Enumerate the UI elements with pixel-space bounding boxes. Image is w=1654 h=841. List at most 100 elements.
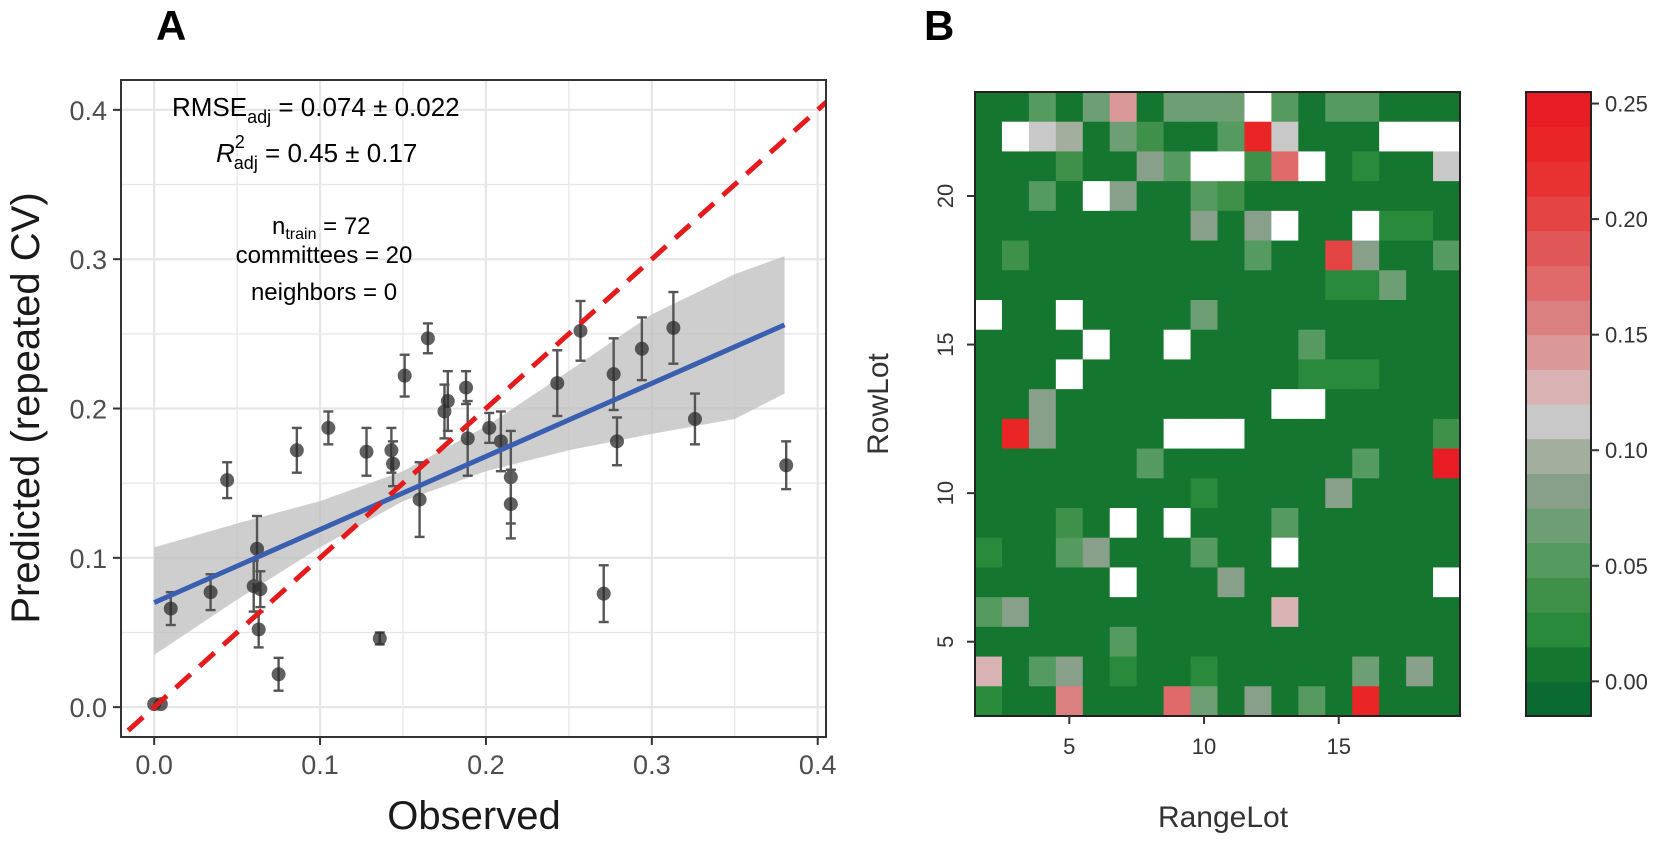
r2-label: R xyxy=(216,138,235,168)
y-tick-label: 0.1 xyxy=(69,544,107,574)
heatmap-cell xyxy=(1244,121,1272,152)
point-marker xyxy=(386,456,401,471)
heatmap-cell xyxy=(975,92,1003,123)
heatmap-cell xyxy=(1055,300,1084,331)
heatmap-cell xyxy=(1298,686,1326,717)
heatmap-cell xyxy=(975,537,1003,568)
heatmap-cell xyxy=(1109,389,1138,420)
heatmap-cell xyxy=(1244,567,1272,598)
heatmap-cell xyxy=(975,418,1003,450)
neighbors-annotation: neighbors = 0 xyxy=(251,279,397,306)
heatmap-cell xyxy=(1352,418,1380,450)
heatmap-cell xyxy=(1352,181,1380,212)
heatmap-cell xyxy=(1001,626,1030,658)
heatmap-cell xyxy=(1109,92,1138,123)
data-point xyxy=(253,570,268,609)
heatmap-cell xyxy=(1325,359,1353,390)
data-point xyxy=(440,369,455,433)
heatmap-cell xyxy=(1325,270,1353,301)
r2-superscript: 2 xyxy=(235,132,245,152)
heatmap-cell xyxy=(1379,686,1407,717)
colorbar-frame xyxy=(1525,91,1592,717)
heatmap-cell xyxy=(1001,359,1030,390)
heatmap-cell xyxy=(1379,210,1407,242)
y-tick-label: 0.0 xyxy=(69,693,107,723)
colorbar-swatch xyxy=(1526,612,1591,648)
heatmap-cell xyxy=(1217,597,1245,628)
heatmap-cell xyxy=(1055,626,1084,658)
heatmap-cell xyxy=(1136,656,1165,687)
rmse-value: = 0.074 ± 0.022 xyxy=(271,92,459,122)
heatmap-cell xyxy=(1433,597,1461,628)
heatmap-cell xyxy=(1352,597,1380,628)
colorbar-swatch xyxy=(1526,438,1591,474)
y-tick-label: 15 xyxy=(933,332,958,356)
heatmap-cell xyxy=(1082,121,1111,152)
heatmap-cell xyxy=(1244,181,1272,212)
heatmap-cell xyxy=(1325,418,1353,450)
heatmap-cell xyxy=(1028,567,1057,598)
x-tick-label: 0.2 xyxy=(467,750,505,780)
heatmap-cell xyxy=(1244,508,1272,539)
heatmap-cell xyxy=(1028,597,1057,628)
colorbar-tick-label: 0.15 xyxy=(1605,323,1648,348)
point-marker xyxy=(251,622,266,637)
heatmap-cell xyxy=(1379,181,1407,212)
heatmap-cell xyxy=(1082,478,1111,509)
colorbar-swatch xyxy=(1526,542,1591,578)
heatmap-cell xyxy=(1325,300,1353,331)
heatmap-cell xyxy=(1244,537,1272,568)
heatmap-cell xyxy=(1433,270,1461,301)
heatmap-cell xyxy=(1352,300,1380,331)
point-marker xyxy=(289,443,304,458)
heatmap-cell xyxy=(1244,151,1272,182)
point-marker xyxy=(596,586,611,601)
panel-b-x-ticks: 5 10 15 xyxy=(1063,716,1351,759)
heatmap-cell xyxy=(1244,240,1272,271)
heatmap-cell xyxy=(1217,270,1245,301)
data-point xyxy=(634,316,649,382)
colorbar-swatch xyxy=(1526,681,1591,717)
heatmap-cell xyxy=(1244,210,1272,242)
heatmap-cell xyxy=(1190,240,1218,271)
heatmap-cell xyxy=(1055,537,1084,568)
heatmap-cell xyxy=(1244,92,1272,123)
heatmap-cell xyxy=(1001,92,1030,123)
data-point xyxy=(459,369,474,406)
x-tick-label: 0.4 xyxy=(799,750,837,780)
colorbar-swatch xyxy=(1526,577,1591,613)
heatmap-cell xyxy=(1352,626,1380,658)
heatmap-cell xyxy=(1244,359,1272,390)
heatmap-cell xyxy=(1001,478,1030,509)
heatmap-cell xyxy=(1379,537,1407,568)
x-tick-label: 5 xyxy=(1063,734,1075,759)
heatmap-cell xyxy=(1001,567,1030,598)
heatmap-cell xyxy=(1379,121,1407,152)
panel-a-x-ticks: 0.0 0.1 0.2 0.3 0.4 xyxy=(135,737,836,780)
point-marker xyxy=(482,420,497,435)
heatmap-cell xyxy=(1001,300,1030,331)
data-point xyxy=(503,468,518,540)
data-point xyxy=(573,299,588,362)
heatmap-cell xyxy=(1298,418,1326,450)
heatmap-cell xyxy=(1406,92,1434,123)
heatmap-cell xyxy=(1217,686,1245,717)
heatmap-cell xyxy=(1190,270,1218,301)
heatmap-cell xyxy=(1163,537,1192,568)
heatmap-cell xyxy=(1028,151,1057,182)
heatmap-cell xyxy=(1406,240,1434,271)
heatmap-cell xyxy=(1082,448,1111,479)
heatmap-cell xyxy=(1244,478,1272,509)
heatmap-cell xyxy=(1406,389,1434,420)
heatmap-cell xyxy=(1433,656,1461,687)
heatmap-cell xyxy=(1082,300,1111,331)
heatmap-cell xyxy=(1244,418,1272,450)
heatmap-cell xyxy=(1352,329,1380,360)
heatmap-cell xyxy=(1433,151,1461,182)
heatmap-cell xyxy=(1163,597,1192,628)
heatmap-cell xyxy=(1082,92,1111,123)
heatmap-cell xyxy=(975,567,1003,598)
heatmap-cell xyxy=(1028,448,1057,479)
data-point xyxy=(482,411,497,445)
